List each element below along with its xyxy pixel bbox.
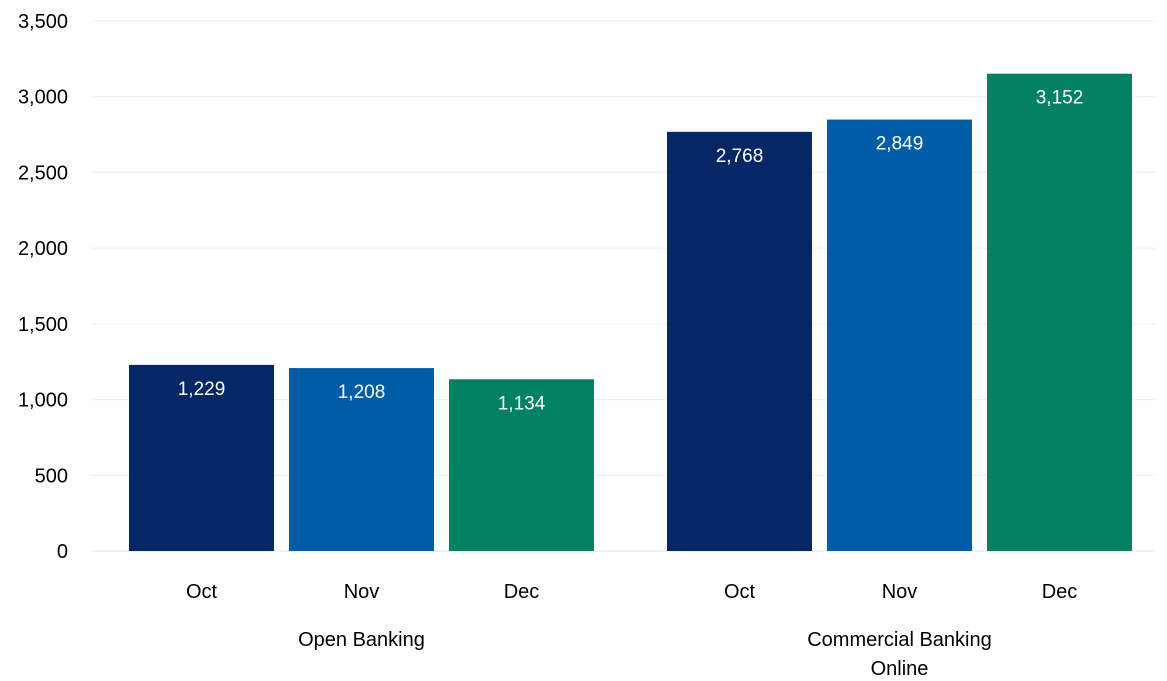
x-tick-label: Dec <box>1042 581 1078 603</box>
bar <box>987 73 1132 551</box>
y-tick-label: 500 <box>35 465 68 487</box>
group-label: Open Banking <box>298 629 425 651</box>
y-axis-ticks: 0 500 1,000 1,500 2,000 2,500 3,000 3,500 <box>18 11 68 563</box>
y-tick-label: 2,500 <box>18 162 68 184</box>
x-tick-label: Oct <box>724 581 756 603</box>
data-labels: 1,229 1,208 1,134 2,768 2,849 3,152 <box>178 88 1084 415</box>
data-label: 3,152 <box>1036 88 1084 109</box>
x-tick-label: Dec <box>504 581 540 603</box>
x-tick-label: Nov <box>344 581 380 603</box>
x-axis-ticks: Oct Nov Dec Oct Nov Dec <box>186 581 1077 603</box>
x-tick-label: Nov <box>882 581 918 603</box>
x-tick-label: Oct <box>186 581 218 603</box>
y-tick-label: 3,000 <box>18 87 68 109</box>
y-tick-label: 2,000 <box>18 238 68 260</box>
group-label: Online <box>871 658 929 680</box>
bar <box>827 119 972 551</box>
y-tick-label: 3,500 <box>18 11 68 33</box>
group-label: Commercial Banking <box>807 629 992 651</box>
bar <box>449 379 594 551</box>
y-tick-label: 1,000 <box>18 390 68 412</box>
y-tick-label: 0 <box>57 541 68 563</box>
bar <box>289 368 434 551</box>
bar <box>129 364 274 551</box>
data-label: 1,208 <box>338 382 386 403</box>
y-tick-label: 1,500 <box>18 314 68 336</box>
bar <box>667 131 812 552</box>
data-label: 1,134 <box>498 393 546 414</box>
data-label: 1,229 <box>178 379 226 400</box>
data-label: 2,849 <box>876 134 924 155</box>
data-label: 2,768 <box>716 146 764 167</box>
group-labels: Open Banking Commercial Banking Online <box>298 629 992 680</box>
bars <box>129 73 1132 552</box>
